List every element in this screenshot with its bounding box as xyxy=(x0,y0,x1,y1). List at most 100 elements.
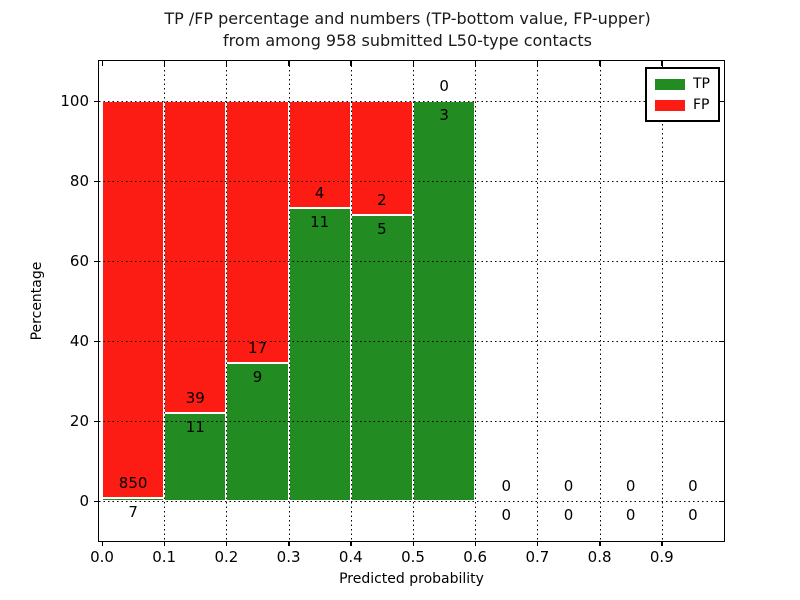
x-tick-label: 0.2 xyxy=(214,548,239,566)
tp-count-label: 9 xyxy=(252,367,263,386)
tp-bar-segment xyxy=(102,497,165,501)
vertical-gridline xyxy=(413,61,414,541)
y-tick-mark-right xyxy=(719,420,724,422)
fp-color-swatch xyxy=(655,100,685,111)
x-tick-mark xyxy=(536,541,539,546)
fp-bar-segment xyxy=(102,101,165,498)
x-tick-mark-top xyxy=(350,61,352,66)
y-tick-mark-right xyxy=(719,180,724,182)
x-tick-mark xyxy=(288,541,290,546)
x-tick-mark xyxy=(225,541,228,546)
vertical-gridline xyxy=(661,61,663,541)
chart-title: TP /FP percentage and numbers (TP-bottom… xyxy=(95,8,720,52)
fp-count-label: 39 xyxy=(185,389,205,407)
fp-count-label: 0 xyxy=(563,477,574,495)
vertical-gridline xyxy=(475,61,477,541)
tp-count-label: 11 xyxy=(185,418,205,436)
vertical-gridline xyxy=(226,61,228,541)
y-tick-mark xyxy=(94,340,99,342)
y-tick-mark-right xyxy=(719,100,724,102)
y-tick-mark xyxy=(94,500,99,502)
horizontal-gridline xyxy=(99,341,724,342)
tp-count-label: 0 xyxy=(688,506,698,524)
chart-title-line1: TP /FP percentage and numbers (TP-bottom… xyxy=(164,9,651,28)
x-tick-mark-top xyxy=(288,61,290,66)
horizontal-gridline xyxy=(99,101,724,102)
fp-count-label: 0 xyxy=(625,477,636,495)
legend-entry-fp: FP xyxy=(647,95,718,116)
x-tick-label: 0.6 xyxy=(463,548,488,566)
y-tick-mark-right xyxy=(719,340,724,342)
y-axis-label: Percentage xyxy=(29,261,45,341)
vertical-gridline xyxy=(537,61,539,541)
horizontal-gridline xyxy=(99,501,724,502)
tp-count-label: 5 xyxy=(377,220,387,239)
vertical-gridline xyxy=(350,61,352,541)
horizontal-gridline xyxy=(99,261,724,262)
x-tick-label: 0.3 xyxy=(276,548,301,566)
x-tick-mark xyxy=(101,541,103,546)
tp-bar-segment xyxy=(226,362,289,501)
fp-count-label: 4 xyxy=(314,183,325,202)
x-axis-label: Predicted probability xyxy=(339,571,484,587)
x-tick-mark xyxy=(350,541,352,546)
x-tick-mark-top xyxy=(412,61,414,66)
x-tick-mark-top xyxy=(599,61,601,66)
tp-bar-segment xyxy=(413,101,476,501)
fp-bar-segment xyxy=(350,101,413,216)
fp-count-label: 0 xyxy=(439,77,449,95)
tp-count-label: 11 xyxy=(310,212,330,231)
x-tick-mark-top xyxy=(536,61,539,66)
tp-count-label: 7 xyxy=(128,502,138,521)
legend-label-fp: FP xyxy=(693,97,710,113)
y-tick-mark-right xyxy=(719,260,724,262)
x-tick-mark-top xyxy=(474,61,477,66)
plot-area: 0.0 0.1 0.2 0.3 0.4 0.5 0.6 0.7 0.8 0.9 0 20 40 60 80 1… xyxy=(29,60,725,587)
y-tick-label: 20 xyxy=(69,412,89,430)
horizontal-gridline xyxy=(99,421,724,422)
y-tick-label: 40 xyxy=(69,332,89,350)
x-tick-label: 0.0 xyxy=(90,548,114,566)
fp-count-label: 17 xyxy=(247,338,268,357)
x-tick-label: 0.1 xyxy=(152,548,177,566)
y-tick-mark-right xyxy=(719,500,724,502)
x-tick-label: 0.4 xyxy=(338,548,363,566)
y-tick-label: 100 xyxy=(60,92,89,110)
fp-bar-segment xyxy=(226,101,289,363)
tp-bar-segment xyxy=(350,215,413,501)
vertical-gridline xyxy=(288,61,290,541)
legend: TP FP xyxy=(645,67,720,122)
x-tick-label: 0.7 xyxy=(525,548,550,566)
horizontal-gridline xyxy=(99,181,724,182)
tp-count-label: 0 xyxy=(563,506,574,524)
tp-count-label: 0 xyxy=(501,506,512,524)
y-tick-label: 60 xyxy=(69,252,89,270)
x-tick-mark-top xyxy=(661,61,663,66)
y-tick-mark xyxy=(94,420,99,422)
fp-bar-segment xyxy=(288,101,351,208)
vertical-gridline xyxy=(164,61,166,541)
legend-entry-tp: TP xyxy=(647,74,718,95)
tp-count-label: 3 xyxy=(439,106,449,124)
x-tick-mark xyxy=(661,541,663,546)
fp-count-label: 0 xyxy=(688,477,698,495)
x-tick-mark xyxy=(412,541,414,546)
fp-count-label: 0 xyxy=(501,477,512,495)
vertical-gridline xyxy=(599,61,601,541)
x-tick-mark-top xyxy=(101,61,103,66)
x-tick-label: 0.9 xyxy=(649,548,674,566)
fp-count-label: 2 xyxy=(377,191,387,210)
x-tick-label: 0.8 xyxy=(587,548,612,566)
chart-title-line2: from among 958 submitted L50-type contac… xyxy=(223,31,592,50)
legend-label-tp: TP xyxy=(693,76,710,92)
y-tick-mark xyxy=(94,180,99,182)
x-tick-mark-top xyxy=(225,61,228,66)
x-tick-mark xyxy=(599,541,601,546)
fp-count-label: 850 xyxy=(118,473,148,492)
x-tick-label: 0.5 xyxy=(401,548,425,566)
tp-bar-segment xyxy=(288,207,351,501)
y-tick-label: 80 xyxy=(69,172,89,190)
y-tick-label: 0 xyxy=(79,492,89,510)
x-tick-mark xyxy=(163,541,166,546)
